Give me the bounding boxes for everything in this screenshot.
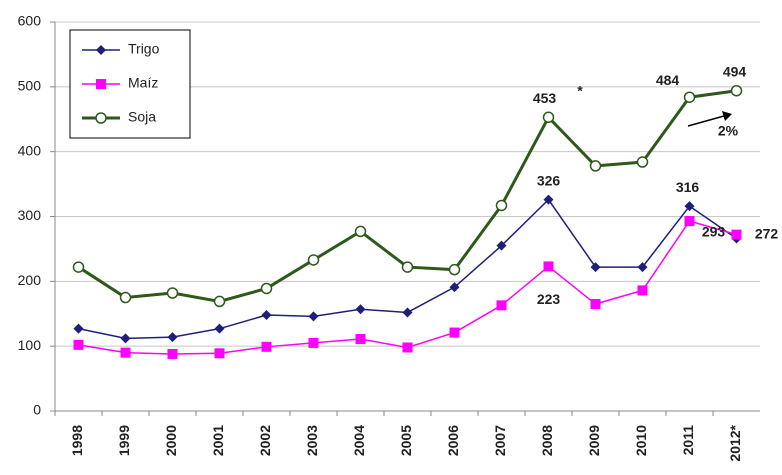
- point: [590, 262, 601, 273]
- point: [637, 285, 648, 296]
- data-label: 453: [533, 90, 557, 106]
- point: [543, 261, 554, 272]
- point: [308, 337, 319, 348]
- point: [73, 323, 84, 334]
- x-tick-label: 2001: [210, 425, 226, 456]
- point: [589, 160, 602, 172]
- y-tick-label: 400: [18, 142, 42, 158]
- point: [120, 333, 131, 344]
- point: [214, 323, 225, 334]
- arrow-head: [722, 111, 732, 121]
- point: [731, 229, 742, 240]
- x-tick-label: 2010: [633, 425, 649, 456]
- point: [590, 299, 601, 310]
- x-tick-label: 2000: [163, 425, 179, 456]
- point: [307, 254, 320, 266]
- point: [354, 225, 367, 238]
- y-tick-label: 300: [18, 207, 42, 223]
- point: [96, 45, 106, 55]
- point: [402, 307, 413, 318]
- point: [167, 348, 178, 359]
- point: [401, 261, 414, 273]
- data-label: 326: [537, 172, 561, 188]
- legend: Trigo Maíz Soja: [69, 29, 191, 139]
- arrow: [687, 115, 725, 127]
- x-tick-label: 2002: [257, 425, 273, 456]
- point: [261, 341, 272, 352]
- point: [355, 304, 366, 315]
- y-tick-label: 0: [33, 402, 41, 418]
- data-label: 494: [723, 63, 747, 79]
- legend-label: Maíz: [128, 75, 158, 91]
- point: [355, 334, 366, 345]
- x-tick-label: 2003: [304, 425, 320, 456]
- x-tick-label: 2012*: [727, 424, 743, 461]
- point: [449, 327, 460, 338]
- point: [542, 111, 555, 124]
- point: [95, 112, 107, 124]
- point: [637, 262, 648, 273]
- point: [402, 342, 413, 353]
- y-tick-label: 600: [18, 13, 42, 29]
- point: [214, 348, 225, 359]
- legend-label: Trigo: [128, 41, 160, 57]
- point: [166, 287, 179, 299]
- data-label: 223: [537, 291, 561, 307]
- x-tick-label: 2009: [586, 425, 602, 456]
- y-tick-label: 100: [18, 337, 42, 353]
- point: [730, 84, 743, 97]
- point: [496, 240, 507, 251]
- annotation: 2%: [718, 123, 739, 139]
- point: [448, 263, 461, 276]
- x-tick-label: 2005: [398, 425, 414, 456]
- point: [119, 291, 132, 304]
- point: [543, 194, 554, 205]
- x-tick-label: 2006: [445, 425, 461, 456]
- annotation: *: [577, 83, 583, 99]
- data-label: 316: [676, 179, 700, 195]
- x-tick-label: 1998: [69, 425, 85, 456]
- point: [684, 201, 695, 212]
- point: [684, 216, 695, 227]
- point: [167, 332, 178, 343]
- point: [308, 311, 319, 322]
- data-label: 272: [755, 225, 779, 241]
- point: [636, 156, 649, 168]
- legend-label: Soja: [128, 109, 156, 125]
- y-tick-label: 200: [18, 272, 42, 288]
- x-tick-label: 1999: [116, 425, 132, 456]
- point: [213, 295, 226, 308]
- x-tick-label: 2004: [351, 425, 367, 456]
- point: [73, 339, 84, 350]
- point: [683, 91, 696, 103]
- x-tick-label: 2008: [539, 425, 555, 456]
- point: [449, 282, 460, 293]
- x-tick-label: 2007: [492, 425, 508, 456]
- point: [495, 199, 508, 212]
- data-label: 484: [656, 72, 680, 88]
- y-tick-label: 500: [18, 78, 42, 94]
- point: [260, 282, 273, 295]
- point: [496, 300, 507, 311]
- x-tick-label: 2011: [680, 425, 696, 456]
- point: [261, 310, 272, 321]
- point: [96, 79, 106, 89]
- point: [72, 261, 85, 273]
- point: [120, 347, 131, 358]
- data-label: 293: [702, 224, 726, 240]
